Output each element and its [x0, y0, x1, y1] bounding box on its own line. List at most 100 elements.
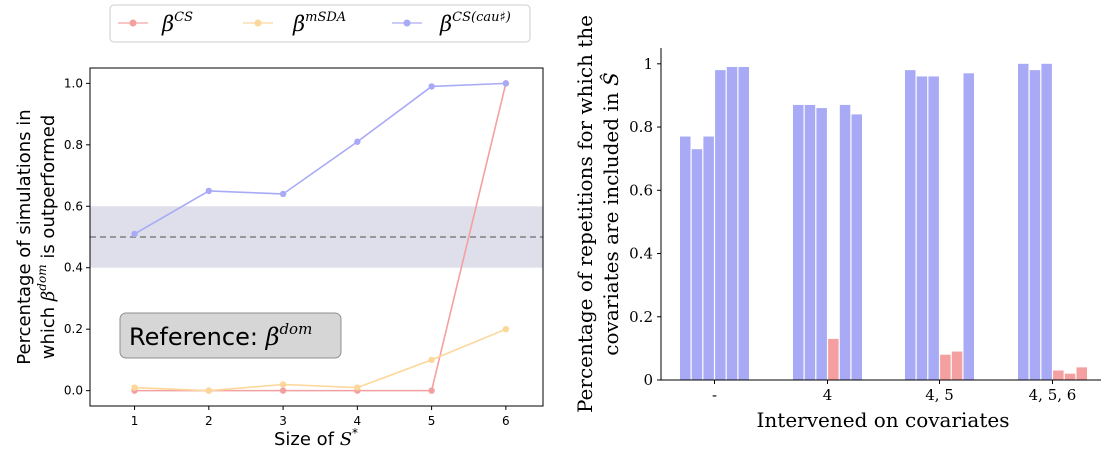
line-point-msda [354, 384, 361, 391]
bar [963, 73, 974, 381]
line-chart-y-label: Percentage of simulations in which βdom … [14, 109, 59, 364]
legend-frame [109, 4, 531, 43]
bar [1041, 63, 1052, 381]
legend-entry-cscau: βCS(cau♯) [392, 10, 511, 36]
reference-box-sup: dom [279, 320, 312, 338]
bar-chart-y-tick-label: 0 [643, 371, 653, 389]
svg-text:Reference: βdom: Reference: βdom [129, 320, 312, 351]
line-point-msda [279, 381, 287, 388]
legend-sup-cscau: CS(cau♯) [452, 10, 511, 25]
bar [1064, 373, 1076, 380]
legend: βCS βmSDA βCS(cau♯) [109, 4, 531, 43]
line-chart: 1 2 3 4 5 6 0.0 0.2 0.4 0.6 0.8 1.0 Reference: βdo… [14, 67, 544, 450]
bar [828, 338, 839, 380]
bar [680, 136, 691, 380]
bar-chart-bars [680, 63, 1087, 381]
line-point-cscau [428, 83, 435, 90]
line-chart-plot-frame [89, 67, 544, 407]
line-chart-y-tick-label: 0.2 [64, 322, 83, 336]
line-point-cs [428, 387, 435, 394]
bar [1018, 63, 1029, 381]
line-point-cscau [131, 230, 138, 238]
bar [951, 351, 963, 380]
line-point-msda [428, 356, 435, 364]
bar [793, 104, 804, 381]
bar [804, 104, 816, 381]
legend-entry-msda: βmSDA [243, 10, 346, 36]
bar [839, 104, 851, 381]
line-point-cscau [279, 190, 287, 198]
line-chart-x-tick-label: 6 [502, 414, 510, 428]
bar-chart-x-label: Intervened on covariates [757, 408, 1010, 432]
legend-entry-cs: βCS [118, 10, 193, 36]
bar-chart-x-tick-label: 4 [823, 386, 833, 404]
bar [1029, 70, 1041, 380]
bar-chart-x-tick-label: - [712, 386, 717, 404]
reference-box-frame [119, 312, 342, 359]
bar [816, 108, 827, 381]
reference-box-label: Reference: [129, 323, 266, 351]
bar [715, 70, 726, 380]
legend-symbol-msda: β [292, 12, 305, 36]
svg-text:βCS: βCS [161, 10, 193, 36]
bar [726, 66, 738, 380]
bar [916, 76, 928, 380]
bar-chart-x-ticks: - 4 4, 5 4, 5, 6 [712, 380, 1076, 404]
line-series-cscau [134, 82, 506, 235]
svg-text:βmSDA: βmSDA [292, 10, 346, 36]
line-point-msda [131, 384, 138, 391]
bar [851, 114, 862, 381]
line-chart-y-label-line1: Percentage of simulations in [14, 109, 35, 364]
bar-chart-y-label-line2: covariates are included in Ŝ [598, 72, 623, 355]
legend-symbol-cs: β [161, 12, 174, 36]
line-point-msda [502, 325, 510, 333]
line-chart-x-tick-label: 4 [354, 414, 362, 428]
bar [1053, 370, 1064, 380]
legend-marker-cs [129, 19, 137, 27]
line-chart-y-tick-label: 1.0 [64, 76, 83, 90]
line-point-msda [205, 387, 213, 394]
line-chart-y-label-line2: which βdom is outperformed [35, 115, 59, 360]
line-chart-y-tick-label: 0.8 [64, 138, 83, 152]
line-chart-x-label: Size of S* [274, 426, 358, 450]
line-point-cscau [205, 187, 213, 195]
reference-box-symbol: β [265, 323, 280, 351]
line-chart-x-tick-label: 2 [205, 414, 213, 428]
line-series-msda [134, 328, 507, 392]
line-chart-y-tick-label: 0.0 [64, 384, 83, 398]
bar-chart-y-tick-label: 0.2 [629, 308, 653, 326]
bar [905, 70, 916, 380]
bar-chart: - 4 4, 5 4, 5, 6 0 0.2 0.4 0.6 0.8 1 Intervened … [573, 15, 1101, 432]
legend-marker-msda [254, 19, 262, 27]
line-chart-x-tick-label: 3 [279, 414, 287, 428]
bar [1076, 367, 1087, 380]
bar-chart-y-label-line1: Percentage of repetitions for which the [573, 15, 597, 413]
line-chart-y-ticks: 0.0 0.2 0.4 0.6 0.8 1.0 [64, 76, 90, 398]
line-chart-series [131, 80, 510, 394]
bar-chart-y-tick-label: 0.8 [629, 118, 653, 136]
line-chart-y-tick-label: 0.6 [64, 199, 83, 213]
bar-chart-y-tick-label: 0.4 [629, 245, 653, 263]
line-chart-x-tick-label: 5 [428, 414, 436, 428]
line-chart-x-ticks: 1 2 3 4 5 6 [131, 406, 510, 428]
legend-marker-cscau [403, 19, 411, 27]
bar-chart-x-tick-label: 4, 5 [925, 386, 954, 404]
line-point-cscau [354, 138, 361, 145]
line-point-cscau [502, 80, 510, 87]
line-chart-y-tick-label: 0.4 [64, 261, 83, 275]
legend-sup-msda: mSDA [305, 10, 346, 25]
bar-chart-y-ticks: 0 0.2 0.4 0.6 0.8 1 [629, 55, 661, 389]
legend-sup-cs: CS [174, 10, 193, 25]
bar-chart-y-label: Percentage of repetitions for which the … [573, 15, 623, 413]
bar [940, 354, 951, 380]
bar [691, 149, 703, 380]
line-point-cs [279, 387, 287, 394]
bar [928, 76, 939, 380]
bar [738, 66, 749, 380]
bar [703, 136, 714, 380]
bar-chart-y-tick-label: 1 [643, 55, 653, 73]
bar-chart-y-tick-label: 0.6 [629, 181, 653, 199]
line-chart-x-tick-label: 1 [131, 414, 139, 428]
svg-text:βCS(cau♯): βCS(cau♯) [439, 10, 511, 36]
legend-symbol-cscau: β [439, 12, 452, 36]
